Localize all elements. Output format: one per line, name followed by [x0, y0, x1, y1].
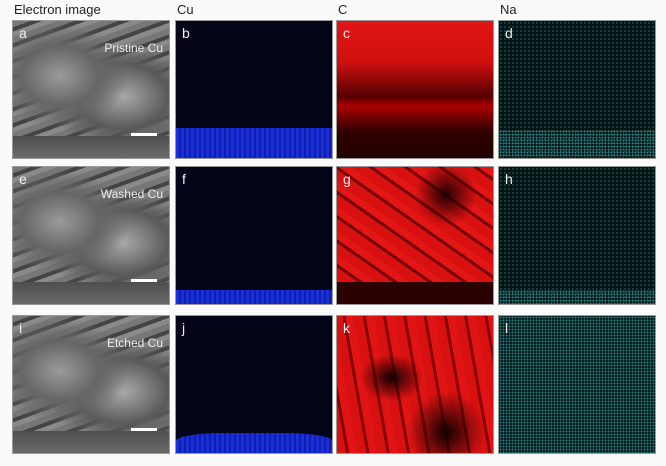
- panel-i-sem: i Etched Cu: [12, 315, 170, 454]
- scale-bar: [131, 428, 157, 431]
- panel-j-cu: j: [175, 315, 333, 454]
- column-header-na: Na: [500, 2, 517, 17]
- panel-label: h: [505, 171, 513, 187]
- scale-bar: [131, 133, 157, 136]
- panel-label: c: [343, 25, 350, 41]
- panel-e-sem: e Washed Cu: [12, 166, 170, 305]
- column-header-c: C: [338, 2, 348, 17]
- panel-label: f: [182, 171, 186, 187]
- panel-h-na: h: [498, 166, 656, 305]
- panel-label: j: [182, 320, 186, 336]
- panel-d-na: d: [498, 20, 656, 159]
- condition-label: Washed Cu: [100, 187, 163, 201]
- panel-label: l: [505, 320, 509, 336]
- panel-label: b: [182, 25, 190, 41]
- panel-label: e: [19, 171, 27, 187]
- panel-l-na: l: [498, 315, 656, 454]
- column-header-cu: Cu: [177, 2, 194, 17]
- panel-c-c: c: [336, 20, 494, 159]
- panel-label: d: [505, 25, 513, 41]
- panel-a-sem: a Pristine Cu: [12, 20, 170, 159]
- panel-label: a: [19, 25, 27, 41]
- scale-bar: [131, 279, 157, 282]
- column-header-electron-image: Electron image: [14, 2, 101, 17]
- condition-label: Etched Cu: [106, 336, 163, 350]
- panel-label: k: [343, 320, 350, 336]
- panel-g-c: g: [336, 166, 494, 305]
- panel-b-cu: b: [175, 20, 333, 159]
- condition-label: Pristine Cu: [104, 41, 163, 55]
- panel-label: g: [343, 171, 351, 187]
- panel-f-cu: f: [175, 166, 333, 305]
- panel-k-c: k: [336, 315, 494, 454]
- panel-label: i: [19, 320, 23, 336]
